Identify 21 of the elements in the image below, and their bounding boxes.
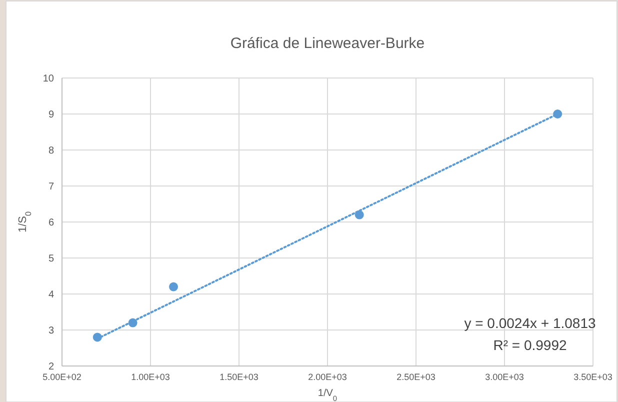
chart-title: Gráfica de Lineweaver-Burke (230, 35, 425, 52)
x-axis-title: 1/V$_{0}$ (318, 388, 338, 402)
y-tick-label: 2 (48, 362, 54, 372)
y-tick-label: 10 (42, 74, 54, 84)
annotation: y = 0.0024x + 1.0813 (464, 315, 596, 331)
y-tick-label: 5 (48, 254, 54, 264)
y-tick-label: 3 (48, 326, 54, 336)
annotation: R² = 0.9992 (493, 337, 567, 353)
x-tick-label: 2.00E+03 (308, 372, 347, 382)
point (169, 282, 178, 292)
x-tick-label: 1.00E+03 (131, 372, 170, 382)
x-tick-label: 5.00E+02 (42, 372, 82, 382)
x-tick-label: 1.50E+03 (220, 372, 258, 382)
x-tick-label: 2.50E+03 (396, 372, 436, 382)
y-tick-label: 6 (48, 218, 54, 228)
x-tick-label: 3.00E+03 (485, 372, 524, 382)
y-tick-label: 9 (48, 110, 54, 120)
y-tick-label: 8 (48, 146, 54, 156)
y-tick-label: 7 (48, 182, 54, 192)
y-tick-label: 4 (48, 290, 54, 300)
x-tick-label: 3.50E+03 (574, 372, 612, 382)
